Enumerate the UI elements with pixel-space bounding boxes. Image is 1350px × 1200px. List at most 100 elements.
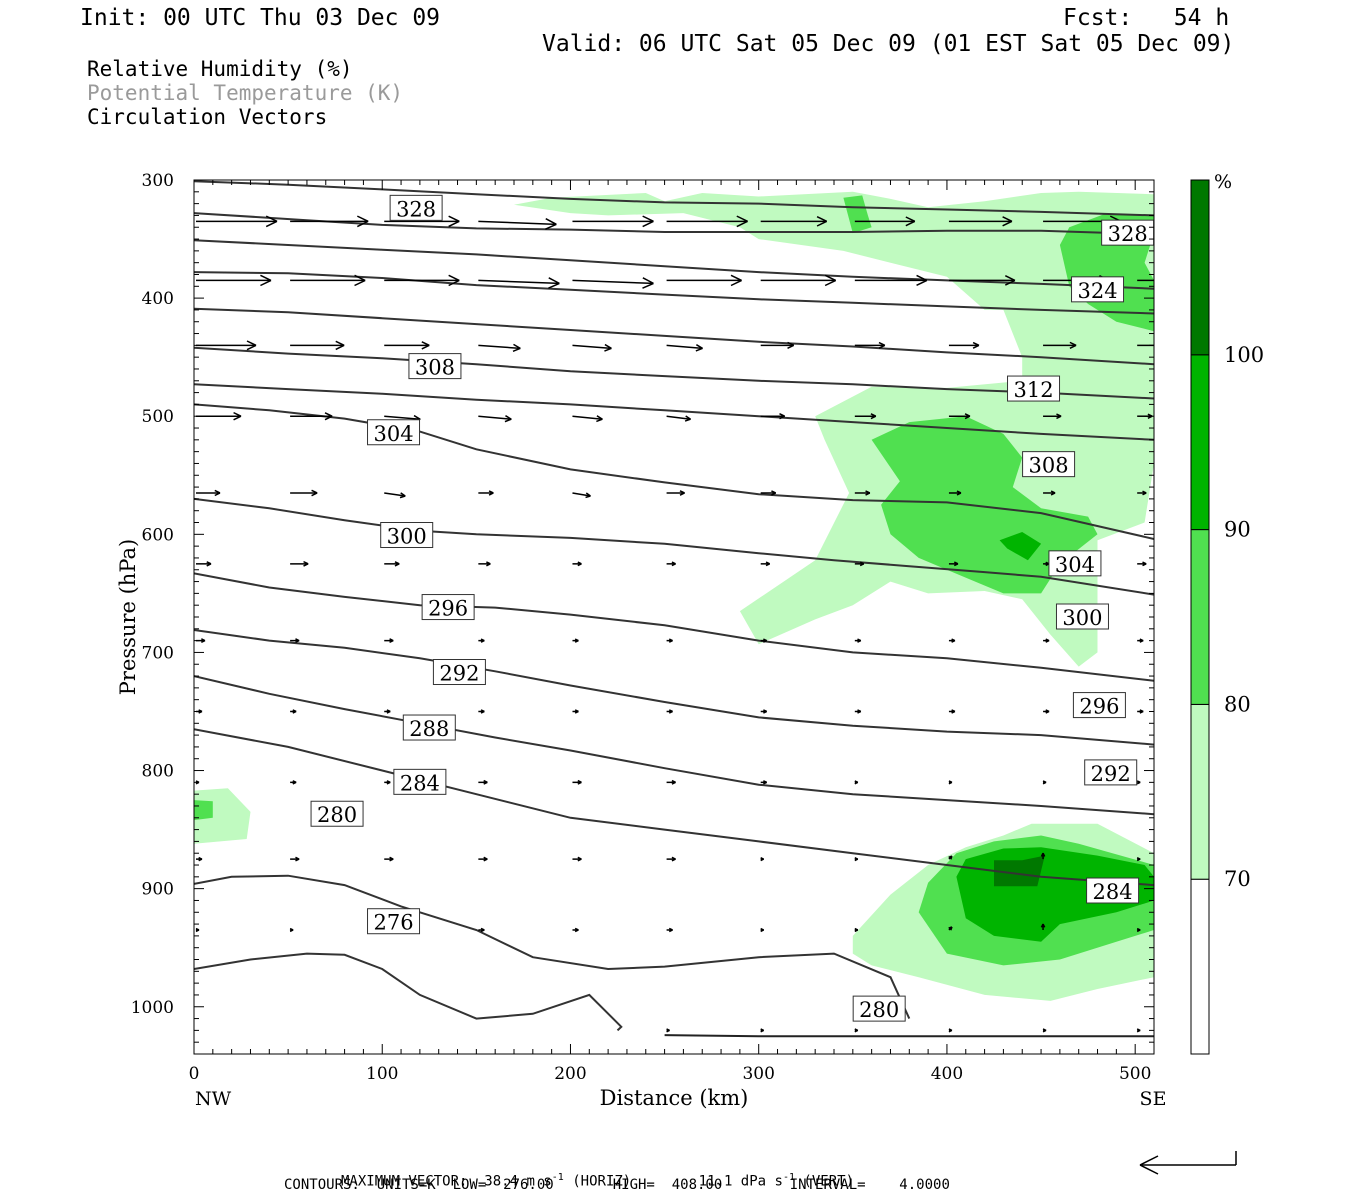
isentrope-label-box xyxy=(432,659,486,686)
vector-head xyxy=(1156,343,1161,346)
x-tick-label: 400 xyxy=(931,1064,963,1084)
circulation-vector xyxy=(854,274,928,287)
isentrope-label-text: 292 xyxy=(1091,762,1131,786)
vector-head xyxy=(324,412,333,417)
vector-head xyxy=(642,215,654,223)
vector-head xyxy=(512,347,521,352)
vector-head xyxy=(354,279,366,287)
isentrope-label-box xyxy=(389,194,443,221)
isentrope-label-7: 304 xyxy=(367,419,421,446)
isentrope-label-text: 328 xyxy=(1108,222,1148,246)
circulation-vector xyxy=(948,216,1013,227)
circulation-vector xyxy=(478,490,494,496)
vector-shaft xyxy=(478,220,557,226)
circulation-vector xyxy=(478,856,488,862)
circulation-vector xyxy=(478,561,491,567)
init-time: Init: 00 UTC Thu 03 Dec 09 xyxy=(80,5,441,31)
vector-head xyxy=(1045,709,1050,713)
circulation-vector xyxy=(854,856,859,862)
vector-head xyxy=(1045,638,1050,642)
circulation-vector xyxy=(384,780,391,785)
circulation-vector xyxy=(854,638,862,643)
circulation-vector xyxy=(384,856,394,862)
isentrope-label-text: 312 xyxy=(1013,378,1053,402)
isentrope-label-text: 304 xyxy=(1055,553,1095,577)
vector-head xyxy=(604,347,612,352)
vector-head xyxy=(1042,780,1047,784)
y-tick-label: 700 xyxy=(142,643,174,663)
vector-head xyxy=(1136,856,1141,860)
vector-head xyxy=(311,489,318,494)
vector-shaft xyxy=(572,279,654,285)
vector-head xyxy=(480,709,485,713)
circulation-vector xyxy=(1043,413,1062,420)
isentrope-label-17: 296 xyxy=(1072,692,1126,719)
circulation-vector xyxy=(384,274,460,287)
vector-head xyxy=(865,490,871,494)
vector-head xyxy=(354,274,366,282)
vector-head xyxy=(878,344,886,349)
vector-head xyxy=(905,216,916,223)
vector-head xyxy=(824,279,837,287)
circulation-vector xyxy=(290,560,309,567)
y-tick-label: 500 xyxy=(142,407,174,427)
vector-head xyxy=(953,561,959,565)
vector-head xyxy=(577,856,582,860)
x-tick-label: 100 xyxy=(366,1064,398,1084)
circulation-vector xyxy=(666,274,742,287)
forecast-hour: Fcst: 54 h xyxy=(1063,5,1230,31)
circulation-vector xyxy=(478,779,488,785)
vector-head xyxy=(1136,927,1141,931)
isentrope-line-12 xyxy=(194,728,1154,887)
isentrope-label-box xyxy=(380,522,434,549)
vector-head xyxy=(574,709,579,713)
circulation-vector xyxy=(1136,1028,1141,1033)
isentrope-label-text: 284 xyxy=(400,771,440,795)
circulation-vector xyxy=(948,490,962,496)
vector-head xyxy=(246,340,257,347)
circulation-vector xyxy=(666,779,676,785)
vector-head xyxy=(483,779,488,784)
vector-head xyxy=(389,856,394,860)
vector-head xyxy=(233,411,242,417)
circulation-vector xyxy=(948,341,980,349)
vector-head xyxy=(1056,413,1062,417)
vector-shaft xyxy=(666,415,691,420)
isentrope-label-layer: 328 328 324 308 312 304 308 300 304 296 292 288 284 2… xyxy=(310,194,1155,1022)
vector-head xyxy=(480,927,485,931)
vector-head xyxy=(324,415,333,421)
circulation-vector xyxy=(1137,561,1147,567)
isentrope-label-8: 308 xyxy=(1022,451,1076,478)
circulation-vector xyxy=(290,274,366,287)
circulation-vector xyxy=(1043,341,1077,350)
circulation-vector xyxy=(290,638,300,644)
vector-head xyxy=(1142,561,1147,565)
vector-head xyxy=(1069,341,1077,347)
isentrope-label-5: 308 xyxy=(408,353,462,380)
circulation-vector xyxy=(948,780,953,785)
vector-head xyxy=(448,220,460,228)
circulation-vector xyxy=(760,1028,765,1033)
vector-head xyxy=(878,341,886,347)
circulation-vector xyxy=(572,709,579,714)
isentrope-line-0 xyxy=(194,180,1154,217)
vector-head xyxy=(1004,275,1016,282)
isentrope-label-16: 276 xyxy=(367,908,421,935)
isentrope-label-box xyxy=(852,995,906,1022)
circulation-vector xyxy=(760,561,771,567)
vector-head xyxy=(951,709,956,713)
circulation-vector xyxy=(666,927,673,933)
horiz-suffix: (HORIZ) xyxy=(563,1173,632,1190)
circulation-vector xyxy=(290,489,318,497)
circulation-vector xyxy=(1137,279,1154,282)
vector-head xyxy=(905,220,916,227)
vector-head xyxy=(964,413,971,417)
isentrope-label-text: 276 xyxy=(373,911,413,935)
vector-head xyxy=(265,220,278,228)
vector-head xyxy=(604,343,612,349)
isentrope-label-box xyxy=(421,594,475,621)
vector-head xyxy=(206,561,212,565)
x-left-label: NW xyxy=(195,1088,232,1110)
vector-head xyxy=(1002,216,1013,223)
vector-head xyxy=(1042,1028,1047,1032)
